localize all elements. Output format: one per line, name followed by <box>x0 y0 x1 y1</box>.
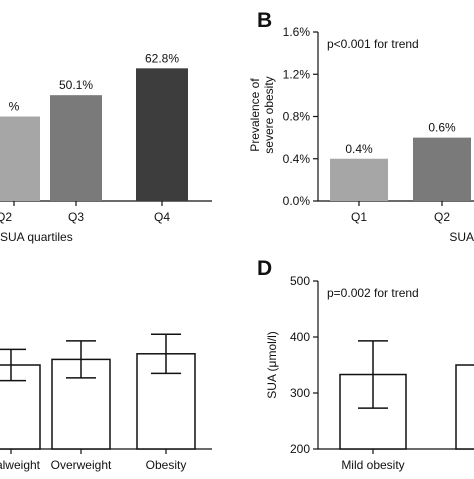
panel-b-bar <box>330 158 388 201</box>
panel-b-category-label: Q1 <box>351 210 367 224</box>
panel-d-trend-annotation: p=0.002 for trend <box>327 286 419 300</box>
panel-b-letter: B <box>257 9 272 32</box>
panel-d-y-tick-label: 300 <box>290 386 310 400</box>
panel-b-bar <box>413 137 471 201</box>
panel-a: SUA quartiles % Q2 50.1% Q3 62.8% Q4 <box>0 51 212 244</box>
panel-d-y-axis-label: SUA (μmol/l) <box>265 331 279 399</box>
panel-b-y-tick-label: 0.0% <box>283 194 311 208</box>
panel-b-data-label: 0.6% <box>428 121 456 135</box>
panel-a-bar <box>136 68 188 202</box>
panel-a-data-label: 62.8% <box>145 51 179 65</box>
panel-c-category-label: alweight <box>0 458 41 472</box>
panel-d-y-tick-label: 200 <box>290 442 310 456</box>
panel-c: alweight Overweight Obesity <box>0 333 212 472</box>
panel-b-data-label: 0.4% <box>345 142 373 156</box>
panel-a-bar <box>0 116 40 201</box>
panel-a-data-label: % <box>9 100 20 114</box>
panel-a-category-label: Q3 <box>68 210 84 224</box>
panel-d: D p=0.002 for trend SUA (μmol/l) 200 300 4… <box>257 257 474 472</box>
panel-b-trend-annotation: p<0.001 for trend <box>327 37 419 51</box>
panel-b-category-label: Q2 <box>434 210 450 224</box>
panel-a-category-label: Q2 <box>0 210 12 224</box>
panel-a-bar <box>50 95 102 201</box>
panel-b-y-axis-label-line-2: severe obesity <box>262 76 276 153</box>
panel-a-x-axis-label: SUA quartiles <box>0 230 73 244</box>
panel-d-bar <box>455 364 474 450</box>
panel-b-y-tick-label: 1.6% <box>283 25 311 39</box>
panel-c-category-label: Obesity <box>146 458 187 472</box>
panel-b-y-axis-label-line-1: Prevalence of <box>248 78 262 152</box>
panel-b-y-tick-label: 1.2% <box>283 67 311 81</box>
panel-d-y-tick-label: 500 <box>290 274 310 288</box>
panel-b-x-axis-label: SUA <box>449 230 474 244</box>
panel-b: B p<0.001 for trend Prevalence of severe… <box>248 9 474 244</box>
panel-d-letter: D <box>257 257 272 280</box>
panel-a-data-label: 50.1% <box>59 78 93 92</box>
panel-c-bar <box>0 364 41 450</box>
panel-d-category-label: Mild obesity <box>341 458 404 472</box>
panel-b-y-axis-label: Prevalence of severe obesity <box>248 76 276 153</box>
panel-d-y-tick-label: 400 <box>290 330 310 344</box>
panel-b-y-tick-label: 0.8% <box>283 110 311 124</box>
panel-b-y-tick-label: 0.4% <box>283 152 311 166</box>
panel-c-category-label: Overweight <box>51 458 112 472</box>
panel-a-category-label: Q4 <box>154 210 170 224</box>
